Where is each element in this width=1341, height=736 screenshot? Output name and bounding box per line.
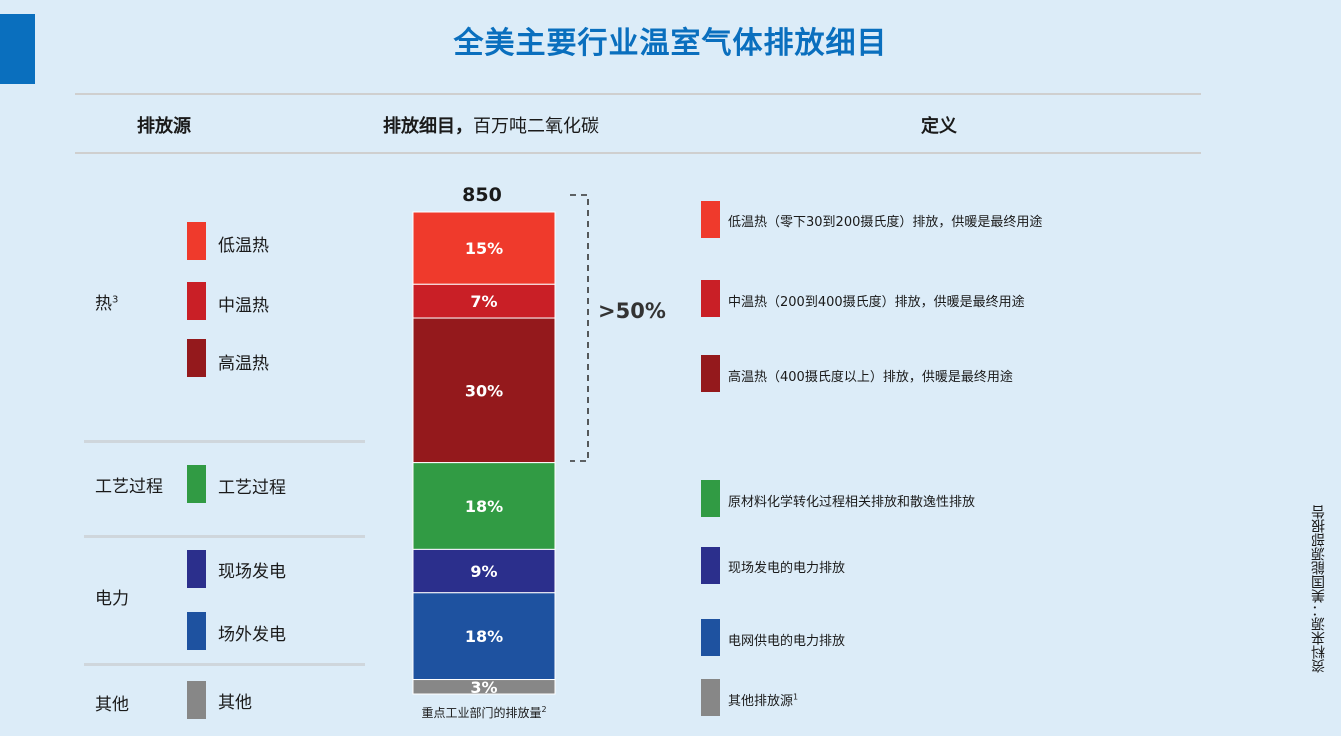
category-separator [84, 535, 365, 538]
subcategory-process: 工艺过程 [218, 478, 286, 498]
swatch-other [187, 681, 206, 719]
page-title: 全美主要行业温室气体排放细目 [453, 26, 888, 61]
header-breakdown: 排放细目，百万吨二氧化碳 [383, 112, 599, 138]
subcategory-other: 其他 [218, 693, 252, 713]
bar-total-label: 850 [462, 184, 502, 206]
category-heat-label: 热 [95, 294, 112, 314]
bar-segment [412, 211, 556, 285]
category-separator [84, 440, 365, 443]
definition-offsite: 电网供电的电力排放 [728, 634, 846, 649]
header-breakdown-unit: 百万吨二氧化碳 [473, 116, 599, 137]
definition-other-text: 其他排放源 [728, 694, 794, 709]
definition-other-note: 1 [793, 692, 799, 702]
subcategory-offsite: 场外发电 [218, 625, 286, 645]
bar-segment-label: 18% [465, 497, 503, 516]
definition-process: 原材料化学转化过程相关排放和散逸性排放 [728, 495, 976, 510]
definition-swatch-offsite [701, 619, 720, 656]
bar-segment [412, 592, 556, 681]
bar-segment [412, 548, 556, 594]
definition-swatch-onsite [701, 547, 720, 584]
bar-segment [412, 317, 556, 464]
definition-swatch-other [701, 679, 720, 716]
definition-swatch-mid-heat [701, 280, 720, 317]
definition-low-heat: 低温热（零下30到200摄氏度）排放，供暖是最终用途 [728, 215, 1043, 230]
bracket-label: >50% [598, 299, 666, 323]
bar-segment-label: 30% [465, 381, 503, 400]
subcategory-low-heat: 低温热 [218, 236, 269, 256]
definition-high-heat: 高温热（400摄氏度以上）排放，供暖是最终用途 [728, 370, 1013, 385]
bar-x-label-note: 2 [541, 705, 546, 714]
swatch-onsite [187, 550, 206, 588]
subcategory-onsite: 现场发电 [218, 562, 286, 582]
definition-mid-heat: 中温热（200到400摄氏度）排放，供暖是最终用途 [728, 295, 1025, 310]
swatch-process [187, 465, 206, 503]
header-source: 排放源 [137, 116, 191, 137]
bar-segment-label: 7% [470, 292, 497, 311]
bar-segment-label: 18% [465, 627, 503, 646]
category-separator [84, 663, 365, 666]
header-top-rule [75, 93, 1201, 95]
subcategory-high-heat: 高温热 [218, 354, 269, 374]
bar-x-label-text: 重点工业部门的排放量 [421, 705, 541, 720]
definition-swatch-low-heat [701, 201, 720, 238]
category-heat-note: 3 [112, 294, 119, 306]
header-bottom-rule [75, 152, 1201, 154]
swatch-offsite [187, 612, 206, 650]
category-other: 其他 [95, 695, 129, 715]
source-note: 资料来源：美国能源部报告 [1311, 505, 1327, 673]
definition-swatch-high-heat [701, 355, 720, 392]
swatch-mid-heat [187, 282, 206, 320]
definition-onsite: 现场发电的电力排放 [728, 561, 846, 576]
bar-segment [412, 462, 556, 550]
bar-x-label: 重点工业部门的排放量2 [421, 705, 546, 720]
header-breakdown-label: 排放细目， [383, 116, 473, 137]
definition-swatch-process [701, 480, 720, 517]
category-process: 工艺过程 [95, 477, 163, 497]
bar-segment-label: 15% [465, 239, 503, 258]
bar-segment [412, 283, 556, 319]
bracket-dashed-line [570, 194, 589, 462]
subcategory-mid-heat: 中温热 [218, 296, 269, 316]
bar-segment-label: 9% [470, 562, 497, 581]
category-heat: 热3 [95, 289, 118, 314]
category-power: 电力 [95, 589, 129, 609]
swatch-high-heat [187, 339, 206, 377]
definition-other: 其他排放源1 [728, 690, 798, 709]
bar-segment [412, 679, 556, 695]
corner-accent [0, 14, 35, 84]
swatch-low-heat [187, 222, 206, 260]
bar-segment-label: 3% [470, 678, 497, 697]
header-definition: 定义 [921, 116, 957, 137]
